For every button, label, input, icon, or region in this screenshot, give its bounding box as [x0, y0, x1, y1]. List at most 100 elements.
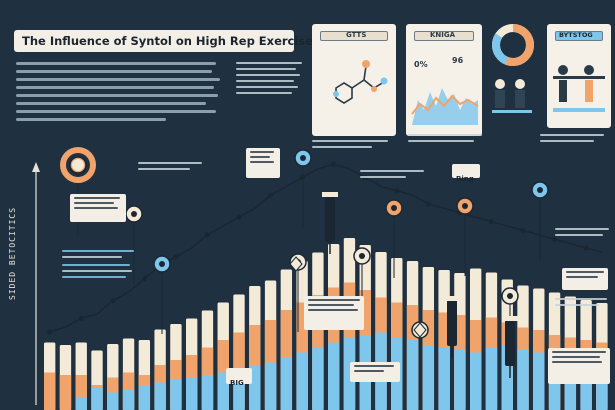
diamond-marker: [413, 322, 427, 338]
trend-point: [204, 232, 211, 238]
bar-orange: [59, 375, 72, 410]
pin-center: [537, 187, 543, 193]
callout-box-left: [70, 194, 126, 222]
callout-box-top: [246, 148, 280, 178]
chart-note-right-a: [555, 228, 613, 240]
trend-point: [78, 315, 84, 321]
pin-center: [507, 293, 513, 299]
legend-list: [62, 250, 142, 282]
molecule-icon: [333, 60, 388, 104]
bar-blue: [454, 350, 466, 410]
bar-blue: [75, 397, 87, 410]
bar-orange: [75, 375, 87, 410]
syringe-cap: [502, 316, 518, 321]
trend-point: [331, 161, 337, 167]
chart-note-mid: [360, 170, 430, 182]
bar-blue: [533, 352, 545, 410]
athletes-row-icon: [492, 79, 532, 113]
bar-orange: [44, 372, 56, 410]
athletes-icon: [553, 65, 605, 112]
bar-blue: [138, 385, 151, 410]
bar-blue: [91, 387, 103, 410]
trend-point: [551, 236, 558, 242]
athletes-panel-header: [555, 31, 603, 41]
syringe-body: [447, 300, 457, 346]
molecule-panel-header: [320, 31, 388, 41]
gauge-ring: [60, 147, 96, 183]
callout-box-right: [562, 268, 608, 290]
bar-blue: [438, 347, 450, 410]
bar-blue: [186, 377, 198, 410]
pin-center: [300, 155, 306, 161]
gauge-core: [72, 159, 84, 171]
trend-panel-title: KNIGA: [430, 31, 456, 39]
bar-blue: [107, 392, 119, 410]
bar-blue: [217, 372, 229, 410]
bar-blue: [485, 347, 498, 410]
callout-box-bottom: [350, 362, 400, 382]
trend-point: [488, 219, 495, 225]
trend-point: [141, 276, 147, 282]
molecule-panel-title: GTTS: [346, 31, 367, 39]
trend-point: [299, 175, 305, 181]
pin-center: [359, 253, 365, 259]
bar-blue: [312, 347, 324, 410]
y-axis-label: SIDED BETOCITICS: [8, 206, 17, 300]
pin-center: [462, 203, 468, 209]
bar-blue: [406, 340, 419, 410]
callout-tag-big: BIG: [226, 368, 252, 387]
trend-panel-value-right: 96: [452, 56, 464, 65]
bar-blue: [422, 345, 435, 410]
trend-point: [110, 298, 116, 304]
athletes-panel-title: BYTSTOG: [559, 31, 593, 39]
bar-blue: [264, 362, 277, 410]
trend-point: [173, 254, 179, 260]
panel-caption-a: [312, 140, 392, 152]
diamond-marker: [289, 256, 303, 272]
bar-blue: [249, 365, 261, 410]
trend-point: [236, 214, 242, 220]
pin-center: [131, 211, 137, 217]
callout-box-bottom-right: [548, 348, 610, 384]
trend-panel-header: [414, 31, 474, 41]
pin-center: [391, 205, 397, 211]
chart-note-top: [138, 162, 208, 174]
athletes-panel: BYTSTOG: [547, 24, 611, 128]
trend-point: [47, 329, 53, 335]
callout-tag-bing-text: Bing: [456, 175, 474, 183]
bar-blue: [328, 342, 340, 410]
bar-blue: [201, 375, 214, 410]
trend-point: [394, 188, 400, 194]
trend-panel: KNIGA 0% 96: [406, 24, 482, 136]
bar-blue: [501, 345, 513, 410]
syringe-cap: [444, 296, 460, 301]
bar-blue: [596, 362, 608, 410]
callout-tag-bing: Bing: [452, 164, 480, 183]
callout-box-middle: [304, 296, 364, 330]
panel-caption-c: [540, 134, 610, 146]
bar-blue: [154, 382, 166, 410]
syringe-body: [325, 196, 335, 242]
bar-blue: [122, 390, 135, 410]
mini-area-chart: [411, 88, 479, 125]
donut-icon: [492, 24, 534, 66]
pin-center: [159, 261, 165, 267]
syringe-cap: [322, 192, 338, 197]
syringe-body: [505, 320, 515, 366]
molecule-panel: GTTS: [312, 24, 396, 136]
bar-blue: [343, 337, 356, 410]
intro-paragraph: [16, 62, 221, 126]
chart-note-right-b: [555, 298, 613, 310]
bar-blue: [280, 357, 293, 410]
trend-point: [267, 192, 274, 198]
trend-panel-value-left: 0%: [414, 60, 428, 69]
bar-blue: [296, 352, 308, 410]
y-axis-arrow: [32, 162, 40, 172]
bar-blue: [470, 352, 482, 410]
bar-blue: [580, 360, 592, 410]
trend-point: [425, 201, 431, 207]
trend-line: [49, 163, 603, 333]
bar-blue: [517, 350, 529, 410]
